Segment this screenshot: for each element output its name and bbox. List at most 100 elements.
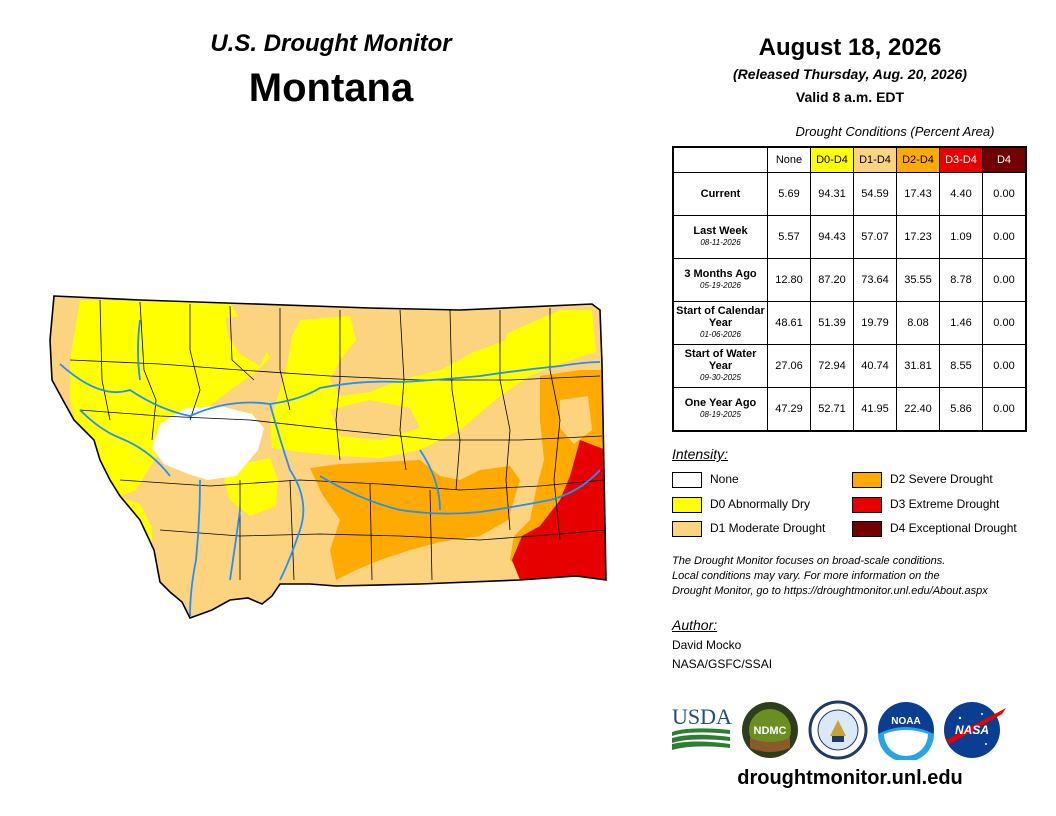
legend-item-d2: D2 Severe Drought <box>852 471 993 488</box>
commerce-seal-logo <box>808 700 868 760</box>
legend-title: Intensity: <box>672 446 729 462</box>
row-label-text: 3 Months Ago <box>684 268 757 280</box>
row-date: 05-19-2026 <box>700 281 741 290</box>
legend-item-none: None <box>672 471 739 488</box>
rivers <box>59 319 601 617</box>
table-cell: 0.00 <box>982 387 1027 432</box>
table-cell: 87.20 <box>810 258 854 302</box>
table-cell: 8.08 <box>896 301 940 345</box>
table-cell: 48.61 <box>767 301 811 345</box>
column-header-d4: D4 <box>982 146 1027 173</box>
row-date: 08-11-2026 <box>700 238 741 247</box>
usda-logo-text: USDA <box>672 704 732 729</box>
table-cell: 22.40 <box>896 387 940 432</box>
table-cell: 40.74 <box>853 344 897 388</box>
table-cell: 0.00 <box>982 172 1027 216</box>
d3-region-southeast <box>512 440 606 580</box>
nasa-logo-text: NASA <box>955 723 989 737</box>
table-row-start-calendar-year: Start of Calendar Year 01-06-2026 48.61 5… <box>672 301 1027 345</box>
table-corner <box>673 147 768 173</box>
legend-label: D0 Abnormally Dry <box>710 497 811 511</box>
table-row-current: Current 5.69 94.31 54.59 17.43 4.40 0.00 <box>672 172 1027 216</box>
usda-logo: USDA <box>670 700 732 752</box>
table-cell: 35.55 <box>896 258 940 302</box>
legend-item-d3: D3 Extreme Drought <box>852 496 999 513</box>
d1-island-4 <box>330 400 420 440</box>
table-cell: 8.78 <box>939 258 983 302</box>
table-cell: 73.64 <box>853 258 897 302</box>
table-cell: 5.69 <box>767 172 811 216</box>
table-row-last-week: Last Week 08-11-2026 5.57 94.43 57.07 17.… <box>672 215 1027 259</box>
table-cell: 31.81 <box>896 344 940 388</box>
table-header-row: None D0-D4 D1-D4 D2-D4 D3-D4 D4 <box>673 146 1027 173</box>
row-date: 09-30-2025 <box>700 373 741 382</box>
column-header-d2-d4: D2-D4 <box>896 146 940 173</box>
row-label: Last Week 08-11-2026 <box>672 215 768 259</box>
author-name: David Mocko <box>672 638 742 652</box>
website-url[interactable]: droughtmonitor.unl.edu <box>737 767 963 789</box>
row-label-text: Last Week <box>693 225 748 237</box>
legend-swatch <box>672 496 702 513</box>
table-cell: 17.43 <box>896 172 940 216</box>
table-cell: 1.46 <box>939 301 983 345</box>
table-cell: 5.86 <box>939 387 983 432</box>
table-cell: 8.55 <box>939 344 983 388</box>
table-row-one-year-ago: One Year Ago 08-19-2025 47.29 52.71 41.95… <box>672 387 1027 432</box>
row-date: 08-19-2025 <box>700 410 741 419</box>
table-cell: 19.79 <box>853 301 897 345</box>
note-line: Local conditions may vary. For more info… <box>672 570 940 582</box>
valid-time: Valid 8 a.m. EDT <box>795 89 905 105</box>
legend-swatch <box>852 496 882 513</box>
table-cell: 94.43 <box>810 215 854 259</box>
noaa-logo: NOAA <box>876 700 936 762</box>
release-date: (Released Thursday, Aug. 20, 2026) <box>733 66 967 82</box>
legend-item-d1: D1 Moderate Drought <box>672 520 826 537</box>
note-line: The Drought Monitor focuses on broad-sca… <box>672 555 946 567</box>
legend-swatch <box>852 471 882 488</box>
row-label: Current <box>672 172 768 216</box>
legend-item-d4: D4 Exceptional Drought <box>852 520 1017 537</box>
column-header-d3-d4: D3-D4 <box>939 146 983 173</box>
drought-conditions-table: None D0-D4 D1-D4 D2-D4 D3-D4 D4 Current … <box>672 146 1027 432</box>
table-cell: 5.57 <box>767 215 811 259</box>
d1-island-2 <box>352 314 406 350</box>
noaa-logo-text: NOAA <box>891 716 920 727</box>
row-label-text: One Year Ago <box>684 397 757 409</box>
table-cell: 12.80 <box>767 258 811 302</box>
disclaimer-note: The Drought Monitor focuses on broad-sca… <box>672 554 1042 599</box>
table-row-3-months-ago: 3 Months Ago 05-19-2026 12.80 87.20 73.64… <box>672 258 1027 302</box>
row-label: Start of Water Year 09-30-2025 <box>672 344 768 388</box>
state-outline <box>49 295 607 619</box>
table-cell: 17.23 <box>896 215 940 259</box>
d1-island-1 <box>226 312 272 366</box>
table-row-start-water-year: Start of Water Year 09-30-2025 27.06 72.9… <box>672 344 1027 388</box>
table-cell: 72.94 <box>810 344 854 388</box>
nasa-logo: NASA <box>942 700 1008 760</box>
d0-region-northwest <box>70 300 270 496</box>
legend-label: D1 Moderate Drought <box>710 521 826 535</box>
legend-label: D2 Severe Drought <box>890 472 993 486</box>
row-label: One Year Ago 08-19-2025 <box>672 387 768 432</box>
table-cell: 4.40 <box>939 172 983 216</box>
row-label: 3 Months Ago 05-19-2026 <box>672 258 768 302</box>
author-org: NASA/GSFC/SSAI <box>672 657 773 671</box>
row-label-text: Start of Calendar Year <box>676 305 765 329</box>
table-cell: 0.00 <box>982 301 1027 345</box>
d1-island-east <box>560 396 592 444</box>
legend-item-d0: D0 Abnormally Dry <box>672 496 811 513</box>
table-cell: 41.95 <box>853 387 897 432</box>
note-line: Drought Monitor, go to https://droughtmo… <box>672 585 988 597</box>
row-label: Start of Calendar Year 01-06-2026 <box>672 301 768 345</box>
row-date: 01-06-2026 <box>700 330 741 339</box>
author-title: Author: <box>672 617 718 633</box>
legend-swatch <box>852 520 882 537</box>
ndmc-logo: NDMC <box>740 700 800 760</box>
table-cell: 0.00 <box>982 215 1027 259</box>
table-cell: 47.29 <box>767 387 811 432</box>
legend-swatch <box>672 471 702 488</box>
legend-label: None <box>710 472 739 486</box>
table-caption: Drought Conditions (Percent Area) <box>795 124 995 139</box>
table-cell: 52.71 <box>810 387 854 432</box>
montana-drought-map <box>49 295 607 619</box>
table-cell: 27.06 <box>767 344 811 388</box>
